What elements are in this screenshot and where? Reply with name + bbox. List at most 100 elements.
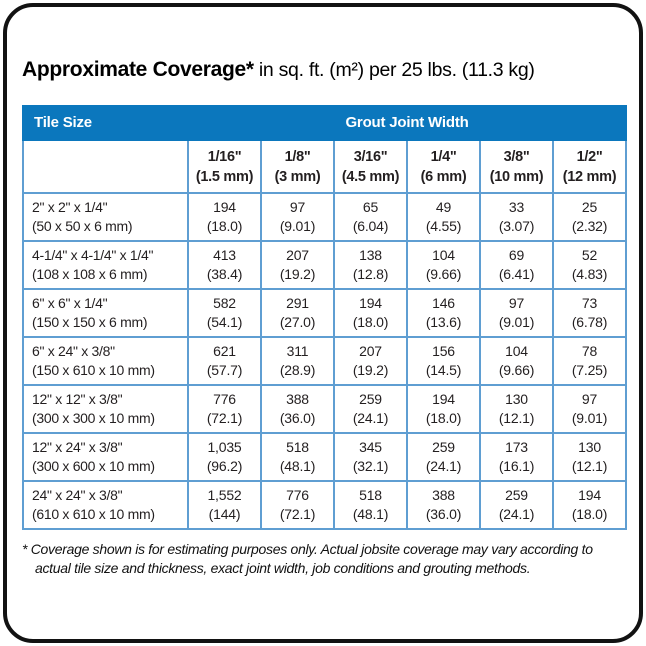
coverage-cell-4-3-line2: (18.0) xyxy=(425,410,462,427)
joint-width-header-1-line1: 1/8" xyxy=(284,148,311,165)
tile-size-cell-6: 24" x 24" x 3/8" (610 x 610 x 10 mm) xyxy=(22,480,189,531)
column-header-row: 1/16" (1.5 mm) 1/8" (3 mm) 3/16" (4.5 mm) 1/4"… xyxy=(22,139,628,195)
tile-size-cell-6-line2: (610 x 610 x 10 mm) xyxy=(32,506,155,523)
coverage-cell-4-1: 388 (36.0) xyxy=(260,384,335,435)
coverage-cell-3-3: 156 (14.5) xyxy=(406,336,481,387)
coverage-cell-1-5: 52 (4.83) xyxy=(551,240,628,291)
title-subtitle: in sq. ft. (m²) per 25 lbs. (11.3 kg) xyxy=(253,59,535,81)
coverage-cell-5-1-line1: 518 xyxy=(286,439,309,456)
coverage-cell-2-5: 73 (6.78) xyxy=(551,288,628,339)
coverage-cell-6-5-line1: 194 xyxy=(578,487,601,504)
coverage-cell-3-1-line2: (28.9) xyxy=(279,362,316,379)
coverage-cell-4-0-line1: 776 xyxy=(213,391,236,408)
coverage-cell-0-2-line2: (6.04) xyxy=(352,218,389,235)
coverage-cell-6-0-line1: 1,552 xyxy=(207,487,242,504)
footnote-marker: * xyxy=(22,541,28,558)
coverage-cell-6-2: 518 (48.1) xyxy=(333,480,408,531)
table-row-6: 24" x 24" x 3/8" (610 x 610 x 10 mm) 1,552… xyxy=(22,480,628,531)
coverage-cell-6-1-line2: (72.1) xyxy=(279,506,316,523)
coverage-cell-6-0: 1,552 (144) xyxy=(187,480,262,531)
coverage-cell-4-0: 776 (72.1) xyxy=(187,384,262,435)
coverage-cell-6-5: 194 (18.0) xyxy=(551,480,628,531)
coverage-cell-3-4-line2: (9.66) xyxy=(498,362,535,379)
table-row-1: 4-1/4" x 4-1/4" x 1/4" (108 x 108 x 6 mm)… xyxy=(22,240,628,291)
coverage-cell-3-0: 621 (57.7) xyxy=(187,336,262,387)
coverage-cell-2-1-line2: (27.0) xyxy=(279,314,316,331)
coverage-cell-1-0-line2: (38.4) xyxy=(206,266,243,283)
table-body: 2" x 2" x 1/4" (50 x 50 x 6 mm) 194 (18.0) 9… xyxy=(22,192,628,531)
tile-size-cell-3-line2: (150 x 610 x 10 mm) xyxy=(32,362,155,379)
coverage-cell-2-1: 291 (27.0) xyxy=(260,288,335,339)
coverage-cell-1-1-line2: (19.2) xyxy=(279,266,316,283)
coverage-cell-5-4-line2: (16.1) xyxy=(498,458,535,475)
coverage-cell-3-5-line1: 78 xyxy=(581,343,598,360)
coverage-cell-5-1-line2: (48.1) xyxy=(279,458,316,475)
coverage-cell-2-4-line1: 97 xyxy=(508,295,525,312)
coverage-cell-1-2: 138 (12.8) xyxy=(333,240,408,291)
table-row-2: 6" x 6" x 1/4" (150 x 150 x 6 mm) 582 (54.1… xyxy=(22,288,628,339)
coverage-cell-4-2: 259 (24.1) xyxy=(333,384,408,435)
joint-width-header-5: 1/2" (12 mm) xyxy=(551,139,628,195)
coverage-cell-4-2-line2: (24.1) xyxy=(352,410,389,427)
coverage-cell-2-3-line1: 146 xyxy=(432,295,455,312)
coverage-cell-4-1-line1: 388 xyxy=(286,391,309,408)
coverage-cell-1-0-line1: 413 xyxy=(213,247,236,264)
tile-size-cell-0-line1: 2" x 2" x 1/4" xyxy=(32,199,108,216)
coverage-cell-1-5-line2: (4.83) xyxy=(571,266,608,283)
coverage-cell-2-5-line1: 73 xyxy=(581,295,598,312)
tile-size-cell-3: 6" x 24" x 3/8" (150 x 610 x 10 mm) xyxy=(22,336,189,387)
joint-width-header-4-line2: (10 mm) xyxy=(489,168,544,185)
coverage-cell-5-3-line1: 259 xyxy=(432,439,455,456)
coverage-cell-2-0-line1: 582 xyxy=(213,295,236,312)
joint-width-header-1-line2: (3 mm) xyxy=(274,168,321,185)
coverage-cell-3-3-line2: (14.5) xyxy=(425,362,462,379)
coverage-cell-4-4-line2: (12.1) xyxy=(498,410,535,427)
coverage-cell-1-3-line2: (9.66) xyxy=(425,266,462,283)
joint-width-header-2: 3/16" (4.5 mm) xyxy=(333,139,408,195)
coverage-cell-6-2-line2: (48.1) xyxy=(352,506,389,523)
coverage-cell-0-1-line1: 97 xyxy=(289,199,306,216)
coverage-cell-0-0-line1: 194 xyxy=(213,199,236,216)
tile-size-cell-5: 12" x 24" x 3/8" (300 x 600 x 10 mm) xyxy=(22,432,189,483)
coverage-cell-5-5-line2: (12.1) xyxy=(571,458,608,475)
coverage-cell-5-4-line1: 173 xyxy=(505,439,528,456)
coverage-cell-5-2: 345 (32.1) xyxy=(333,432,408,483)
tile-size-cell-0: 2" x 2" x 1/4" (50 x 50 x 6 mm) xyxy=(22,192,189,243)
coverage-cell-3-3-line1: 156 xyxy=(432,343,455,360)
coverage-cell-1-1-line1: 207 xyxy=(286,247,309,264)
coverage-cell-2-4-line2: (9.01) xyxy=(498,314,535,331)
footnote: * Coverage shown is for estimating purpo… xyxy=(22,540,626,577)
coverage-cell-6-4: 259 (24.1) xyxy=(479,480,554,531)
coverage-cell-5-5: 130 (12.1) xyxy=(551,432,628,483)
coverage-cell-6-3: 388 (36.0) xyxy=(406,480,481,531)
page-title: Approximate Coverage* in sq. ft. (m²) pe… xyxy=(22,58,626,81)
coverage-cell-1-2-line2: (12.8) xyxy=(352,266,389,283)
tile-size-cell-1-line1: 4-1/4" x 4-1/4" x 1/4" xyxy=(32,247,154,264)
coverage-cell-0-4-line2: (3.07) xyxy=(498,218,535,235)
rounded-border-frame xyxy=(3,3,643,643)
coverage-cell-3-0-line1: 621 xyxy=(213,343,236,360)
coverage-cell-2-1-line1: 291 xyxy=(286,295,309,312)
coverage-cell-4-5: 97 (9.01) xyxy=(551,384,628,435)
tile-size-cell-0-line2: (50 x 50 x 6 mm) xyxy=(32,218,133,235)
coverage-cell-0-0-line2: (18.0) xyxy=(206,218,243,235)
tile-size-cell-4-line2: (300 x 300 x 10 mm) xyxy=(32,410,155,427)
tile-size-cell-2: 6" x 6" x 1/4" (150 x 150 x 6 mm) xyxy=(22,288,189,339)
coverage-cell-5-4: 173 (16.1) xyxy=(479,432,554,483)
coverage-cell-0-5: 25 (2.32) xyxy=(551,192,628,243)
table-row-0: 2" x 2" x 1/4" (50 x 50 x 6 mm) 194 (18.0) 9… xyxy=(22,192,628,243)
coverage-cell-2-5-line2: (6.78) xyxy=(571,314,608,331)
coverage-cell-2-2-line2: (18.0) xyxy=(352,314,389,331)
tile-size-cell-1: 4-1/4" x 4-1/4" x 1/4" (108 x 108 x 6 mm) xyxy=(22,240,189,291)
joint-width-header-4-line1: 3/8" xyxy=(503,148,530,165)
coverage-cell-3-1: 311 (28.9) xyxy=(260,336,335,387)
coverage-cell-0-3-line2: (4.55) xyxy=(425,218,462,235)
coverage-cell-4-0-line2: (72.1) xyxy=(206,410,243,427)
joint-width-header-0: 1/16" (1.5 mm) xyxy=(187,139,262,195)
coverage-cell-5-5-line1: 130 xyxy=(578,439,601,456)
coverage-cell-5-0: 1,035 (96.2) xyxy=(187,432,262,483)
joint-width-header-2-line2: (4.5 mm) xyxy=(341,168,400,185)
coverage-cell-0-5-line1: 25 xyxy=(581,199,598,216)
tile-size-cell-1-line2: (108 x 108 x 6 mm) xyxy=(32,266,148,283)
